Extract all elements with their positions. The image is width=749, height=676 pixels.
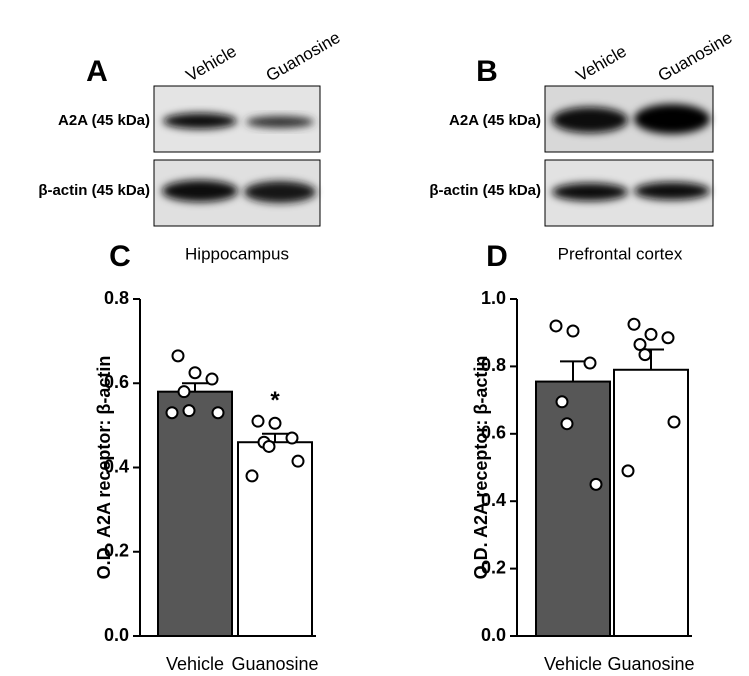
- band: [162, 180, 238, 202]
- data-point: [245, 469, 259, 483]
- data-point: [165, 406, 179, 420]
- data-point: [667, 415, 681, 429]
- y-tick-label: 0.0: [104, 625, 129, 645]
- y-axis-label: O.D. A2A receptor: β-actin: [471, 356, 491, 580]
- data-point: [188, 366, 202, 380]
- x-tick-label: Guanosine: [231, 654, 318, 674]
- data-point: [627, 317, 641, 331]
- band: [244, 181, 316, 203]
- lane-label: Guanosine: [655, 28, 736, 86]
- panel-label: D: [486, 240, 508, 273]
- data-point: [638, 348, 652, 362]
- data-point: [171, 349, 185, 363]
- y-tick-label: 0.2: [104, 541, 129, 561]
- data-point: [661, 331, 675, 345]
- data-point: [560, 417, 574, 431]
- lane-label: Vehicle: [183, 41, 240, 85]
- protein-label: β-actin (45 kDa): [38, 182, 150, 199]
- band: [634, 182, 710, 200]
- y-tick-label: 0.8: [481, 355, 506, 375]
- y-tick-label: 0.8: [104, 288, 129, 308]
- blot-a: [153, 85, 321, 227]
- data-point: [251, 414, 265, 428]
- y-axis-label: O.D. A2A receptor: β-actin: [94, 356, 114, 580]
- band: [246, 116, 314, 128]
- data-point: [205, 372, 219, 386]
- band: [552, 107, 628, 133]
- band: [634, 104, 710, 134]
- blot-b: [544, 85, 714, 227]
- chart-title: Prefrontal cortex: [558, 244, 683, 263]
- protein-label: A2A (45 kDa): [58, 112, 150, 129]
- data-point: [589, 477, 603, 491]
- x-tick-label: Guanosine: [607, 654, 694, 674]
- panel-label: A: [86, 55, 108, 88]
- y-tick-label: 0.4: [104, 456, 129, 476]
- data-point: [621, 464, 635, 478]
- bar: [157, 390, 233, 637]
- data-point: [211, 406, 225, 420]
- y-tick-label: 0.6: [481, 423, 506, 443]
- data-point: [262, 439, 276, 453]
- band: [552, 183, 628, 201]
- chart-title: Hippocampus: [185, 244, 289, 263]
- data-point: [555, 395, 569, 409]
- y-tick-label: 0.4: [481, 490, 506, 510]
- bar: [613, 368, 689, 637]
- data-point: [644, 327, 658, 341]
- data-point: [633, 337, 647, 351]
- panel-label: B: [476, 55, 498, 88]
- y-tick-label: 1.0: [481, 288, 506, 308]
- bar: [535, 380, 611, 637]
- data-point: [268, 416, 282, 430]
- annotation: *: [270, 387, 280, 414]
- data-point: [549, 319, 563, 333]
- band: [163, 113, 237, 129]
- data-point: [566, 324, 580, 338]
- data-point: [583, 356, 597, 370]
- data-point: [182, 404, 196, 418]
- y-tick-label: 0.6: [104, 372, 129, 392]
- y-tick-label: 0.0: [481, 625, 506, 645]
- lane-label: Guanosine: [263, 28, 344, 86]
- protein-label: A2A (45 kDa): [449, 112, 541, 129]
- protein-label: β-actin (45 kDa): [429, 182, 541, 199]
- lane-label: Vehicle: [573, 41, 630, 85]
- y-tick-label: 0.2: [481, 557, 506, 577]
- data-point: [285, 431, 299, 445]
- data-point: [291, 454, 305, 468]
- data-point: [177, 385, 191, 399]
- x-tick-label: Vehicle: [544, 654, 602, 674]
- x-tick-label: Vehicle: [166, 654, 224, 674]
- panel-label: C: [109, 240, 131, 273]
